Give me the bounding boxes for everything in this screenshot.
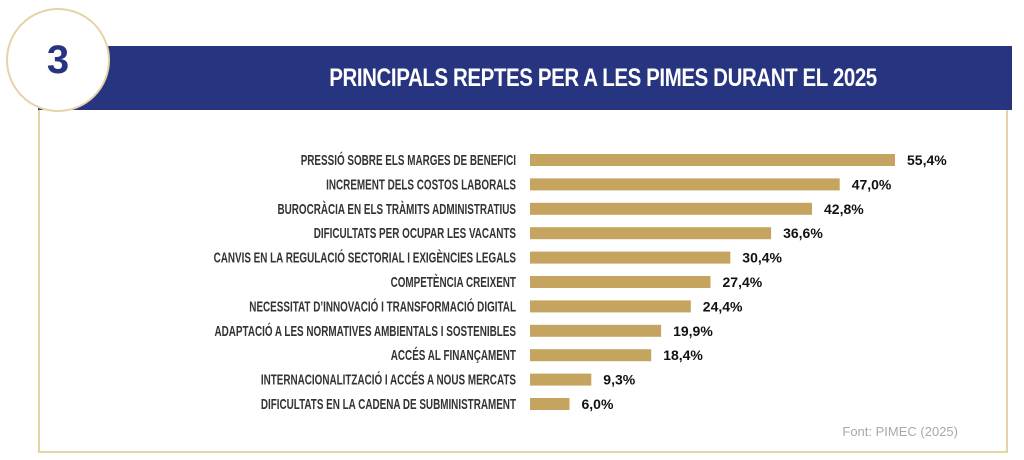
category-label: DIFICULTATS EN LA CADENA DE SUBMINISTRAM… [261, 396, 516, 413]
bar [530, 154, 895, 166]
bar [530, 251, 731, 264]
bar [530, 300, 691, 313]
category-label: ACCÉS AL FINANÇAMENT [391, 346, 516, 364]
value-label: 24,4% [703, 298, 743, 314]
value-label: 36,6% [783, 225, 823, 241]
header-band: PRINCIPALS REPTES PER A LES PIMES DURANT… [38, 46, 1012, 110]
category-label: CANVIS EN LA REGULACIÓ SECTORIAL I EXIGÈ… [214, 248, 516, 266]
value-label: 9,3% [603, 372, 635, 388]
bars-layer: PRESSIÓ SOBRE ELS MARGES DE BENEFICI 55,4… [214, 151, 948, 413]
bar-row: INTERNACIONALITZACIÓ I ACCÉS A NOUS MERC… [261, 370, 636, 388]
value-label: 19,9% [673, 323, 713, 339]
category-label: NECESSITAT D’INNOVACIÓ I TRANSFORMACIÓ D… [249, 297, 516, 315]
source-note: Font: PIMEC (2025) [842, 424, 958, 439]
value-label: 18,4% [663, 347, 703, 363]
bar-row: DIFICULTATS EN LA CADENA DE SUBMINISTRAM… [261, 396, 614, 413]
bar [530, 349, 652, 362]
category-label: INCREMENT DELS COSTOS LABORALS [326, 176, 516, 193]
chart-title: PRINCIPALS REPTES PER A LES PIMES DURANT… [329, 63, 877, 92]
section-number-badge: 3 [6, 8, 110, 112]
bar-row: ACCÉS AL FINANÇAMENT 18,4% [391, 346, 704, 364]
value-label: 42,8% [824, 201, 864, 217]
bar-row: NECESSITAT D’INNOVACIÓ I TRANSFORMACIÓ D… [249, 297, 743, 315]
category-label: INTERNACIONALITZACIÓ I ACCÉS A NOUS MERC… [261, 370, 516, 388]
category-label: PRESSIÓ SOBRE ELS MARGES DE BENEFICI [301, 151, 516, 169]
bar [530, 276, 711, 288]
category-label: BUROCRÀCIA EN ELS TRÀMITS ADMINISTRATIUS [278, 200, 516, 218]
bar-row: PRESSIÓ SOBRE ELS MARGES DE BENEFICI 55,4… [301, 151, 948, 169]
bar [530, 324, 662, 337]
category-label: ADAPTACIÓ A LES NORMATIVES AMBIENTALS I … [215, 322, 516, 340]
bar [530, 202, 812, 215]
value-label: 55,4% [907, 152, 947, 168]
value-label: 30,4% [742, 250, 782, 266]
value-label: 27,4% [723, 274, 763, 290]
bar-row: CANVIS EN LA REGULACIÓ SECTORIAL I EXIGÈ… [214, 248, 783, 266]
bar [530, 373, 592, 386]
bar-row: BUROCRÀCIA EN ELS TRÀMITS ADMINISTRATIUS… [278, 200, 865, 218]
bar [530, 227, 772, 240]
bar-row: ADAPTACIÓ A LES NORMATIVES AMBIENTALS I … [215, 322, 714, 340]
bar [530, 178, 840, 191]
value-label: 6,0% [582, 396, 614, 412]
section-number: 3 [46, 37, 70, 82]
bar-row: DIFICULTATS PER OCUPAR LES VACANTS 36,6% [314, 225, 824, 242]
bar-row: INCREMENT DELS COSTOS LABORALS 47,0% [326, 176, 892, 193]
category-label: COMPETÈNCIA CREIXENT [391, 273, 517, 291]
value-label: 47,0% [852, 176, 892, 192]
category-label: DIFICULTATS PER OCUPAR LES VACANTS [314, 225, 516, 242]
bar-row: COMPETÈNCIA CREIXENT 27,4% [391, 273, 763, 291]
bar [530, 398, 570, 410]
